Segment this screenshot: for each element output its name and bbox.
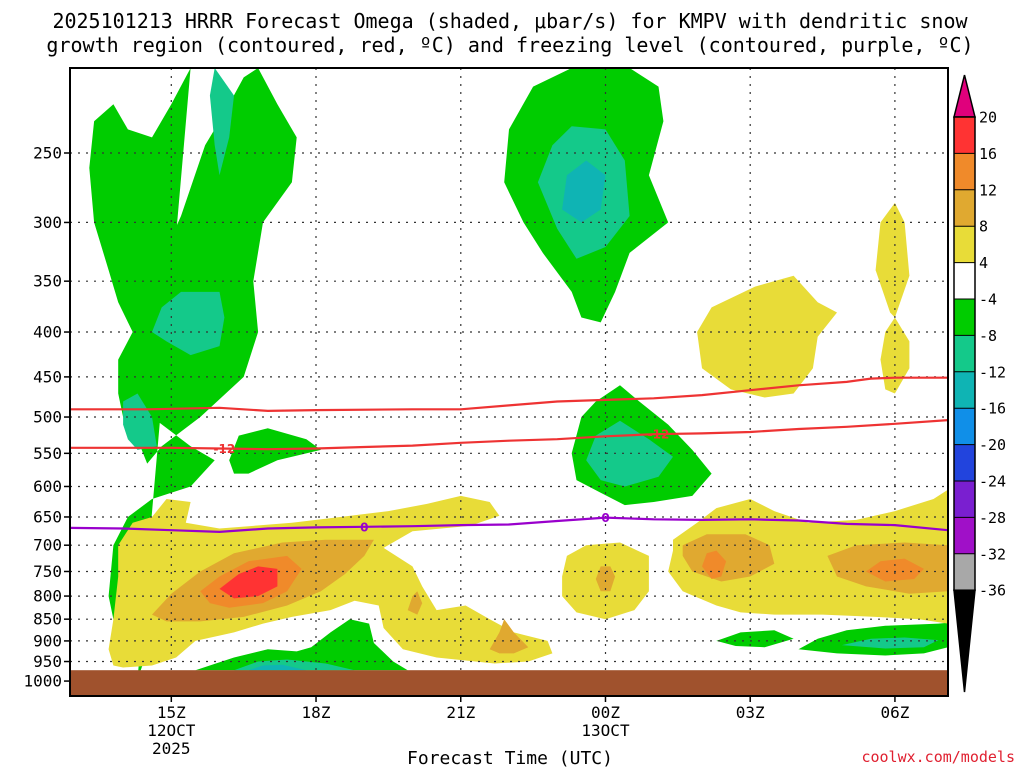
- omega-region-right-low-hot-left: [702, 550, 727, 579]
- y-tick-label-650: 650: [33, 508, 62, 527]
- y-tick-label-1000: 1000: [23, 672, 62, 691]
- colorbar-bin--28--24: [954, 481, 975, 518]
- y-tick-label-700: 700: [33, 536, 62, 555]
- colorbar-label-20: 20: [979, 109, 997, 127]
- omega-region-low-left-max: [219, 566, 278, 599]
- x-tick-date-00Z: 13OCT: [581, 721, 630, 740]
- chart-title-line2: growth region (contoured, red, ºC) and f…: [46, 33, 973, 57]
- y-tick-label-850: 850: [33, 610, 62, 629]
- colorbar-label-16: 16: [979, 145, 997, 163]
- colorbar-label--8: -8: [979, 327, 997, 345]
- x-tick-label-06Z: 06Z: [880, 703, 909, 722]
- colorbar-label--20: -20: [979, 436, 1006, 454]
- y-axis-ticks: 250 300 350 400 450 500 550 600 650 700 750 800 850 9…: [23, 144, 70, 691]
- x-tick-label-03Z: 03Z: [736, 703, 765, 722]
- colorbar-bin--4-4: [954, 262, 975, 299]
- omega-region-upper-right-thin-bottom: [880, 317, 910, 394]
- colorbar-bin-8-12: [954, 189, 975, 227]
- colorbar-bin--12--8: [954, 335, 975, 372]
- omega-region-upper-left-350-core: [152, 291, 225, 356]
- plot-frame: [69, 67, 949, 697]
- temperature-contours: -12 -12 0 0: [70, 376, 948, 534]
- omega-region-ground-lift: [195, 619, 408, 671]
- colorbar-bin--16--12: [954, 371, 975, 409]
- y-tick-label-500: 500: [33, 408, 62, 427]
- chart-title-line1: 2025101213 HRRR Forecast Omega (shaded, …: [52, 9, 968, 33]
- y-tick-label-450: 450: [33, 367, 62, 386]
- grid-lines: [70, 68, 948, 696]
- contour-dgz-upper-12: [70, 376, 948, 413]
- x-tick-label-18Z: 18Z: [302, 703, 331, 722]
- omega-region-left-550-lift: [229, 428, 321, 474]
- colorbar-bin-12-16: [954, 153, 975, 190]
- colorbar-under-triangle: [953, 589, 976, 693]
- colorbar-label--32: -32: [979, 545, 1006, 563]
- contour-label-freezing-level-1: 0: [601, 511, 609, 525]
- colorbar-bin--32--28: [954, 517, 975, 554]
- y-tick-label-900: 900: [33, 631, 62, 650]
- colorbar-label-8: 8: [979, 218, 988, 236]
- colorbar-bin--36--32: [954, 553, 975, 591]
- x-tick-label-15Z: 15Z: [157, 703, 186, 722]
- y-tick-label-250: 250: [33, 144, 62, 163]
- omega-region-low-800-small: [407, 591, 423, 615]
- x-tick-date-15Z: 12OCT: [147, 721, 196, 740]
- omega-region-upper-center-core2: [562, 160, 606, 223]
- omega-region-upper-right-thin-top: [875, 202, 910, 318]
- y-tick-label-350: 350: [33, 272, 62, 291]
- colorbar-label--4: -4: [979, 291, 997, 309]
- y-tick-label-400: 400: [33, 323, 62, 342]
- colorbar-label--36: -36: [979, 582, 1006, 600]
- colorbar-bin-16-20: [954, 117, 975, 154]
- x-tick-year-15Z: 2025: [152, 739, 191, 758]
- omega-region-right-low-hot-right: [866, 558, 924, 582]
- contour-label-dgz-lower-12-0: -12: [214, 442, 236, 456]
- y-tick-label-300: 300: [33, 213, 62, 232]
- y-tick-label-550: 550: [33, 444, 62, 463]
- y-tick-label-750: 750: [33, 562, 62, 581]
- contour-label-freezing-level-0: 0: [360, 520, 368, 534]
- colorbar-bin--20--16: [954, 408, 975, 445]
- colorbar-bin-4-8: [954, 226, 975, 263]
- omega-region-upper-left-core: [209, 68, 234, 176]
- omega-shading: [89, 68, 948, 680]
- y-tick-label-950: 950: [33, 652, 62, 671]
- colorbar-over-triangle: [953, 74, 976, 118]
- omega-region-right-low-sink: [668, 489, 948, 624]
- omega-region-ground-core2: [248, 664, 307, 671]
- x-axis-label: Forecast Time (UTC): [407, 748, 613, 768]
- contour-dgz-lower-12: [70, 419, 948, 451]
- credit-text[interactable]: coolwx.com/models: [861, 748, 1015, 766]
- colorbar-bin--8--4: [954, 299, 975, 336]
- omega-region-left-500-core: [123, 393, 157, 450]
- omega-region-center-low-small: [595, 566, 616, 592]
- omega-region-low-900-small: [489, 619, 529, 654]
- colorbar-label--12: -12: [979, 363, 1006, 381]
- contour-label-dgz-lower-12-1: -12: [648, 428, 670, 442]
- colorbar: 20 16 12 8 4 -4 -8 -12 -16 -20 -24 -28 -32 -36: [953, 74, 1006, 693]
- colorbar-bin--24--20: [954, 444, 975, 481]
- colorbar-label-4: 4: [979, 254, 988, 272]
- x-tick-label-21Z: 21Z: [446, 703, 475, 722]
- colorbar-label--16: -16: [979, 400, 1006, 418]
- colorbar-label-12: 12: [979, 181, 997, 199]
- omega-region-low-right-core: [841, 637, 939, 649]
- ground-terrain: [70, 670, 948, 696]
- y-tick-label-600: 600: [33, 477, 62, 496]
- colorbar-label--24: -24: [979, 473, 1006, 491]
- omega-region-upper-right-sink: [697, 275, 837, 398]
- colorbar-label--28: -28: [979, 509, 1006, 527]
- x-tick-label-00Z: 00Z: [591, 703, 620, 722]
- omega-region-low-right-small: [716, 630, 794, 648]
- y-tick-label-800: 800: [33, 587, 62, 606]
- contour-freezing-level: [70, 516, 948, 534]
